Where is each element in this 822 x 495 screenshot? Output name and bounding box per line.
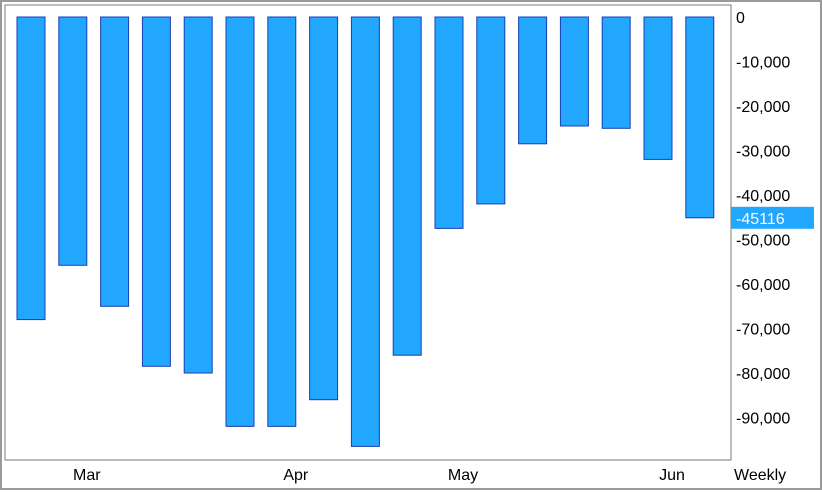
bar-W10 [392,16,422,356]
y-tick-label: -80,000 [736,366,790,383]
y-tick-label: -10,000 [736,55,790,72]
y-tick-label: -90,000 [736,411,790,428]
bar-W5 [183,16,213,374]
y-tick-label: -30,000 [736,144,790,161]
x-axis: Mar Apr May Jun [73,467,685,484]
y-tick-label: 0 [736,10,745,27]
y-axis: 0 -10,000 -20,000 -30,000 -40,000 -50,000 -60,… [736,10,790,428]
y-tick-label: -50,000 [736,233,790,250]
bar-W6 [225,16,255,427]
bar-W7 [267,16,297,427]
period-label: Weekly [734,467,786,484]
bar-W13 [518,16,548,145]
bar-W4 [141,16,171,367]
bar-W2 [58,16,88,266]
last-value-label: -45116 [736,211,785,228]
x-tick-label: Apr [283,467,309,484]
bar-W3 [100,16,130,307]
bar-W14 [559,16,589,127]
bar-W1 [16,16,46,321]
y-tick-label: -20,000 [736,99,790,116]
x-tick-label: Mar [73,467,101,484]
bar-W11 [434,16,464,229]
y-tick-label: -70,000 [736,322,790,339]
bar-W8 [309,16,339,401]
last-value-badge [731,206,814,229]
bar-W17 [685,16,715,219]
x-tick-label: May [448,467,478,484]
bars-layer [16,16,715,447]
y-tick-label: -40,000 [736,188,790,205]
x-tick-label: Jun [659,467,685,484]
bar-W9 [350,16,380,447]
bar-W16 [643,16,673,160]
y-tick-label: -60,000 [736,277,790,294]
last-value-marker: -45116 [731,206,814,229]
bar-W12 [476,16,506,205]
bar-W15 [601,16,631,129]
